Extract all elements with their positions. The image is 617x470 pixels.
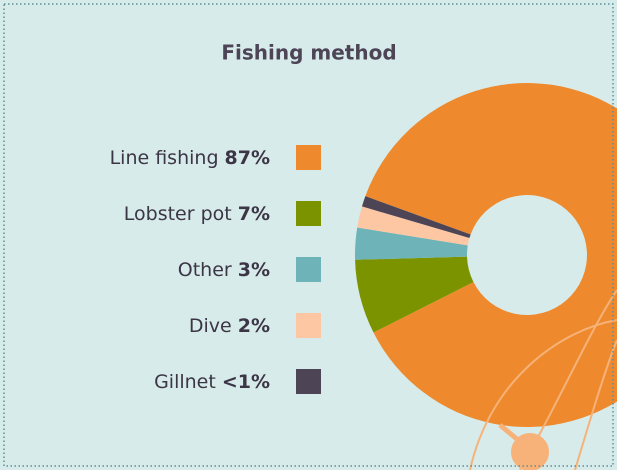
fishing-rod-decoration: [469, 289, 617, 470]
legend-name: Lobster pot: [124, 203, 232, 225]
legend-swatch: [296, 313, 321, 338]
donut-slice: [355, 227, 468, 260]
legend-value: 7%: [238, 203, 270, 225]
donut-slice: [361, 196, 471, 239]
donut-slice: [357, 206, 470, 246]
chart-title: Fishing method: [221, 41, 396, 65]
legend-name: Line fishing: [110, 147, 219, 169]
donut-plot: [355, 83, 617, 427]
legend-name: Dive: [189, 315, 232, 337]
border: [3, 3, 614, 467]
legend-name: Other: [178, 259, 232, 281]
legend-swatch: [296, 145, 321, 170]
legend-label: Gillnet <1%: [154, 371, 270, 393]
legend-value: 87%: [225, 147, 270, 169]
legend-label: Lobster pot 7%: [124, 203, 270, 225]
legend-label: Dive 2%: [189, 315, 270, 337]
legend-name: Gillnet: [154, 371, 216, 393]
legend-value: 2%: [238, 315, 270, 337]
legend: Line fishing 87% Lobster pot 7% Other 3% Dive 2…: [110, 145, 321, 394]
legend-swatch: [296, 257, 321, 282]
legend-value: <1%: [222, 371, 270, 393]
donut-slice: [355, 256, 474, 333]
legend-label: Other 3%: [178, 259, 270, 281]
donut-slice: [365, 83, 617, 427]
legend-value: 3%: [238, 259, 270, 281]
legend-swatch: [296, 369, 321, 394]
legend-swatch: [296, 201, 321, 226]
legend-label: Line fishing 87%: [110, 147, 270, 169]
